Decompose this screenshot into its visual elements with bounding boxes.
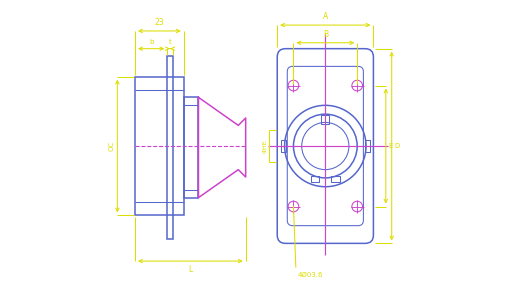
Text: B: B [323, 30, 328, 39]
Bar [311, 176, 319, 182]
Text: 23: 23 [155, 18, 164, 27]
Text: L: L [188, 265, 193, 274]
Bar [167, 56, 173, 239]
Bar [331, 176, 340, 182]
Text: E: E [388, 143, 393, 149]
Bar [135, 77, 184, 215]
Bar [321, 115, 329, 124]
Bar [184, 97, 199, 198]
Text: 4Ø03.6: 4Ø03.6 [297, 271, 323, 277]
Bar [281, 140, 286, 152]
Text: D: D [394, 143, 399, 149]
Text: OC: OC [109, 141, 115, 151]
Text: A: A [323, 12, 328, 21]
Text: b: b [149, 39, 153, 45]
Text: t: t [168, 39, 172, 45]
Text: ΦHE: ΦHE [263, 139, 268, 153]
Bar [365, 140, 370, 152]
